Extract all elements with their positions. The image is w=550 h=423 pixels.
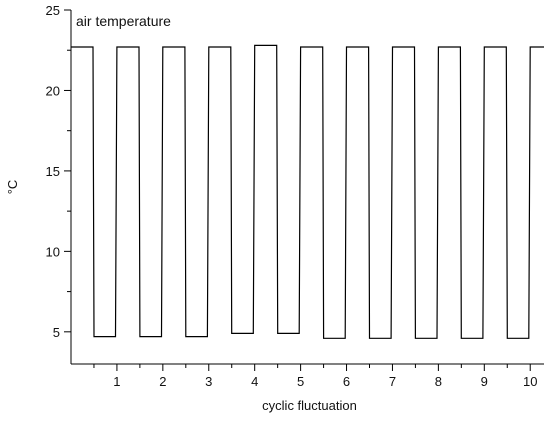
tick-marks [64,9,531,371]
x-tick-label: 1 [113,374,120,389]
x-tick-label: 3 [205,374,212,389]
tick-labels: 1 2 3 4 5 6 7 8 9 10 5 10 15 20 25 [46,3,538,389]
x-tick-label: 4 [251,374,258,389]
x-tick-label: 10 [523,374,537,389]
x-tick-label: 2 [159,374,166,389]
x-tick-label: 7 [389,374,396,389]
x-tick-label: 6 [343,374,350,389]
x-tick-label: 9 [481,374,488,389]
series-line [71,44,544,339]
annotation: air temperature [76,13,171,29]
x-tick-label: 8 [435,374,442,389]
y-tick-label: 5 [53,325,60,340]
x-axis-title: cyclic fluctuation [262,398,357,413]
y-axis-title: °C [5,180,20,195]
y-tick-label: 15 [46,164,60,179]
axes [70,10,544,365]
series-group [71,44,544,339]
x-tick-label: 5 [297,374,304,389]
y-tick-label: 20 [46,83,60,98]
y-tick-label: 25 [46,3,60,18]
y-tick-label: 10 [46,244,60,259]
